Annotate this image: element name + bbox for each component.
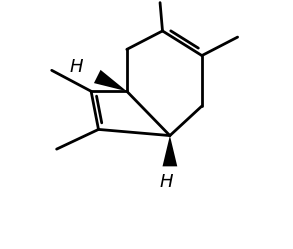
Polygon shape [94,70,127,91]
Text: H: H [69,58,83,76]
Text: H: H [159,173,173,191]
Polygon shape [163,135,177,166]
